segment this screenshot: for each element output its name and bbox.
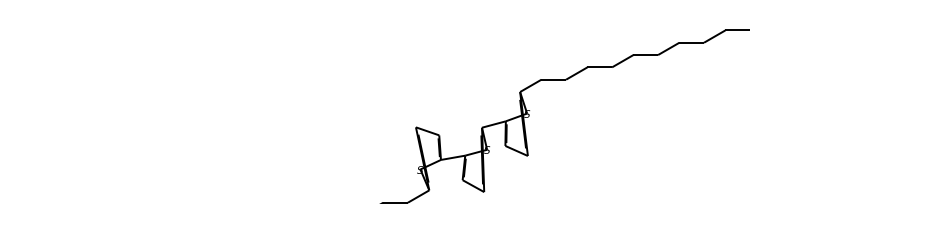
Text: S: S	[417, 165, 424, 175]
Text: S: S	[484, 145, 490, 155]
Text: S: S	[524, 109, 531, 119]
